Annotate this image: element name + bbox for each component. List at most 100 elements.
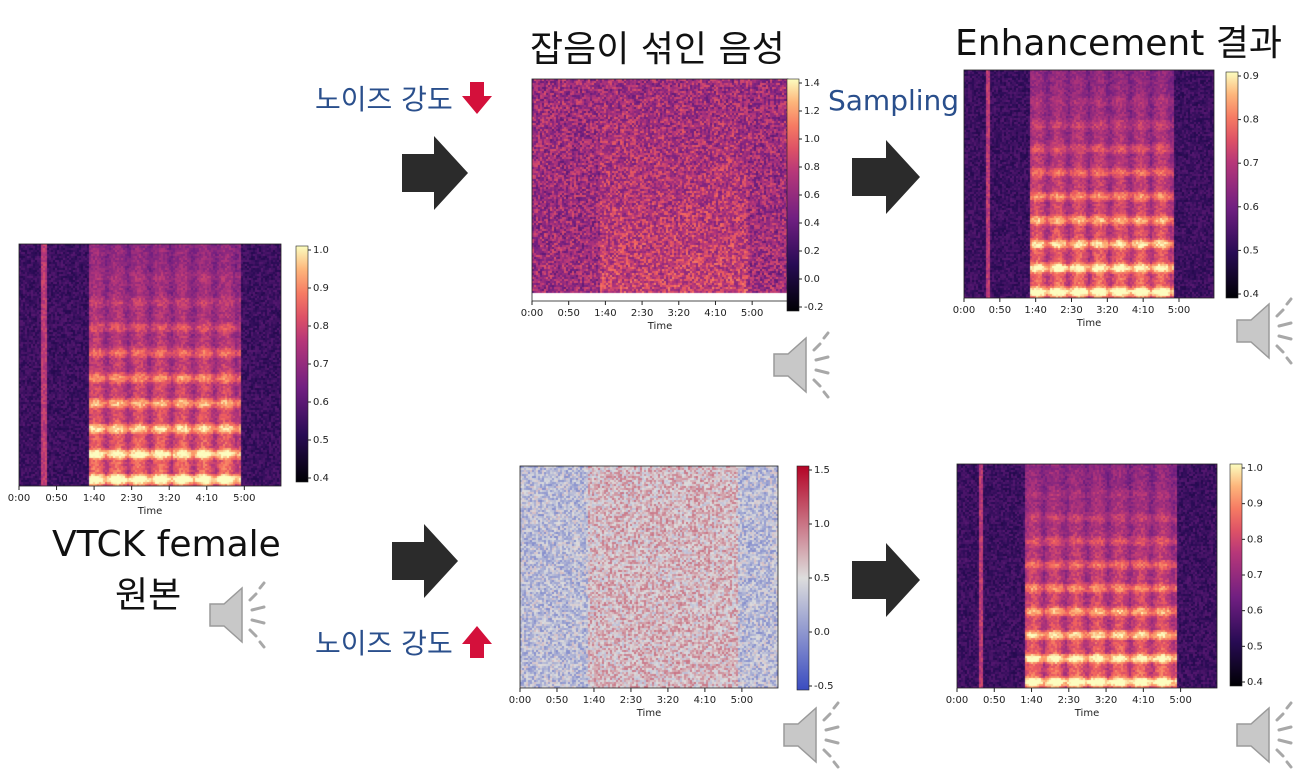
x-tick-label: 0:00: [946, 695, 968, 706]
colorbar: [1225, 71, 1239, 299]
colorbar-tick-label: 0.4: [1243, 289, 1259, 300]
speaker-icon[interactable]: [770, 330, 840, 400]
x-tick-label: 3:20: [657, 695, 679, 706]
up-arrow-icon: [461, 626, 492, 658]
x-tick-label: 2:30: [120, 493, 142, 504]
colorbar-tick-label: 0.9: [1247, 499, 1263, 510]
x-tick-label: 2:30: [631, 308, 653, 319]
noisy-high-spectrogram: 0:00 0:50 1:40 2:30 3:20 4:10 5:00 Time 1.5 1.0 0.…: [505, 460, 840, 725]
colorbar-tick-label: 0.9: [313, 283, 329, 294]
colorbar-tick-label: -0.5: [814, 681, 834, 692]
colorbar-tick-label: 1.5: [814, 465, 830, 476]
x-tick-label: 1:40: [1020, 695, 1042, 706]
x-tick-label: 0:00: [8, 493, 30, 504]
colorbar-tick-label: 0.5: [313, 435, 329, 446]
colorbar-tick-label: 0.5: [1243, 245, 1259, 256]
right-arrow-icon: [852, 543, 920, 617]
spectrogram-figure: 0:00 0:50 1:40 2:30 3:20 4:10 5:00 Time 0.9 0.8 0.…: [953, 69, 1259, 329]
x-tick-label: 1:40: [1024, 305, 1046, 316]
x-tick-label: 1:40: [83, 493, 105, 504]
colorbar-tick-label: 0.7: [313, 359, 329, 370]
colorbar: [796, 465, 810, 691]
x-tick-label: 0:50: [45, 493, 67, 504]
colorbar-tick-label: 0.5: [814, 573, 830, 584]
x-tick-label: 4:10: [694, 695, 716, 706]
right-arrow-icon: [852, 140, 920, 214]
noise-intensity-up-label: 노이즈 강도: [315, 622, 493, 662]
x-tick-label: 5:00: [731, 695, 753, 706]
x-tick-label: 0:00: [521, 308, 543, 319]
colorbar-tick-label: 0.2: [804, 246, 820, 257]
colorbar-tick-label: 0.6: [1247, 606, 1263, 617]
x-axis-label: Time: [636, 708, 661, 719]
colorbar-tick-label: 0.7: [1243, 158, 1259, 169]
spectrogram-image: [957, 464, 1217, 688]
original-source-label: VTCK female: [52, 524, 281, 565]
plot-frame: [963, 69, 1215, 299]
x-tick-label: 3:20: [668, 308, 690, 319]
x-tick-label: 1:40: [594, 308, 616, 319]
colorbar-tick-label: 1.0: [1247, 463, 1263, 474]
x-tick-label: 3:20: [1096, 305, 1118, 316]
x-tick-label: 5:00: [233, 493, 255, 504]
speaker-icon[interactable]: [780, 700, 850, 770]
colorbar-tick-label: 0.4: [1247, 677, 1263, 688]
x-tick-label: 4:10: [704, 308, 726, 319]
colorbar-tick-label: 0.7: [1247, 570, 1263, 581]
speaker-icon[interactable]: [1233, 700, 1303, 770]
colorbar-tick-label: 0.0: [804, 274, 820, 285]
colorbar: [1229, 463, 1243, 687]
noisy-speech-title: 잡음이 섞인 음성: [530, 29, 785, 70]
colorbar-tick-label: 0.6: [1243, 202, 1259, 213]
right-arrow-icon: [392, 524, 458, 598]
x-tick-label: 3:20: [158, 493, 180, 504]
x-tick-label: 0:00: [509, 695, 531, 706]
colorbar: [786, 78, 800, 312]
colorbar-tick-label: 0.8: [804, 162, 820, 173]
x-tick-label: 2:30: [1060, 305, 1082, 316]
noisy-low-spectrogram: 0:00 0:50 1:40 2:30 3:20 4:10 5:00 Time 1.4 1.2 1.…: [515, 73, 835, 348]
x-axis-label: Time: [1074, 708, 1099, 719]
colorbar-tick-label: 1.2: [804, 106, 820, 117]
noise-intensity-text: 노이즈 강도: [315, 83, 453, 116]
colorbar-tick-label: -0.2: [804, 302, 824, 313]
spectrogram-image: [964, 70, 1214, 298]
x-tick-label: 4:10: [196, 493, 218, 504]
colorbar-tick-label: 0.4: [804, 218, 820, 229]
spectrogram-figure: 0:00 0:50 1:40 2:30 3:20 4:10 5:00 Time 1.0 0.9 0.…: [8, 243, 329, 517]
x-tick-label: 5:00: [1169, 695, 1191, 706]
colorbar-tick-label: 0.6: [804, 190, 820, 201]
x-axis-label: Time: [137, 506, 162, 517]
colorbar-tick-label: 0.8: [1243, 115, 1259, 126]
x-tick-label: 4:10: [1132, 305, 1154, 316]
plot-frame: [519, 465, 779, 689]
spectrogram-figure: 0:00 0:50 1:40 2:30 3:20 4:10 5:00 Time 1.4 1.2 1.…: [521, 78, 824, 332]
x-tick-label: 4:10: [1132, 695, 1154, 706]
colorbar-tick-label: 1.0: [804, 134, 820, 145]
plot-frame: [956, 463, 1218, 689]
original-label: 원본: [115, 575, 182, 616]
x-tick-label: 2:30: [620, 695, 642, 706]
colorbar-tick-label: 0.4: [313, 473, 329, 484]
colorbar-tick-label: 1.0: [313, 245, 329, 256]
enhanced-high-spectrogram: 0:00 0:50 1:40 2:30 3:20 4:10 5:00 Time 1.0 0.9 0.…: [940, 458, 1280, 723]
speaker-icon[interactable]: [206, 580, 276, 650]
plot-frame: [18, 243, 282, 487]
x-axis-label: Time: [1076, 318, 1101, 329]
speaker-icon[interactable]: [1233, 296, 1303, 366]
enhancement-result-title: Enhancement 결과: [955, 23, 1283, 64]
sampling-label: Sampling: [828, 84, 960, 117]
x-tick-label: 2:30: [1058, 695, 1080, 706]
right-arrow-icon: [402, 136, 468, 210]
colorbar-tick-label: 0.8: [313, 321, 329, 332]
x-tick-label: 0:50: [983, 695, 1005, 706]
colorbar-tick-label: 0.0: [814, 627, 830, 638]
noise-intensity-text: 노이즈 강도: [315, 627, 453, 660]
spectrogram-figure: 0:00 0:50 1:40 2:30 3:20 4:10 5:00 Time 1.0 0.9 0.…: [946, 463, 1263, 719]
spectrogram-image: [532, 79, 788, 301]
enhanced-low-spectrogram: 0:00 0:50 1:40 2:30 3:20 4:10 5:00 Time 0.9 0.8 0.…: [948, 66, 1278, 334]
colorbar-tick-label: 0.8: [1247, 534, 1263, 545]
colorbar-tick-label: 1.0: [814, 519, 830, 530]
x-tick-label: 0:50: [546, 695, 568, 706]
colorbar-tick-label: 0.9: [1243, 71, 1259, 82]
